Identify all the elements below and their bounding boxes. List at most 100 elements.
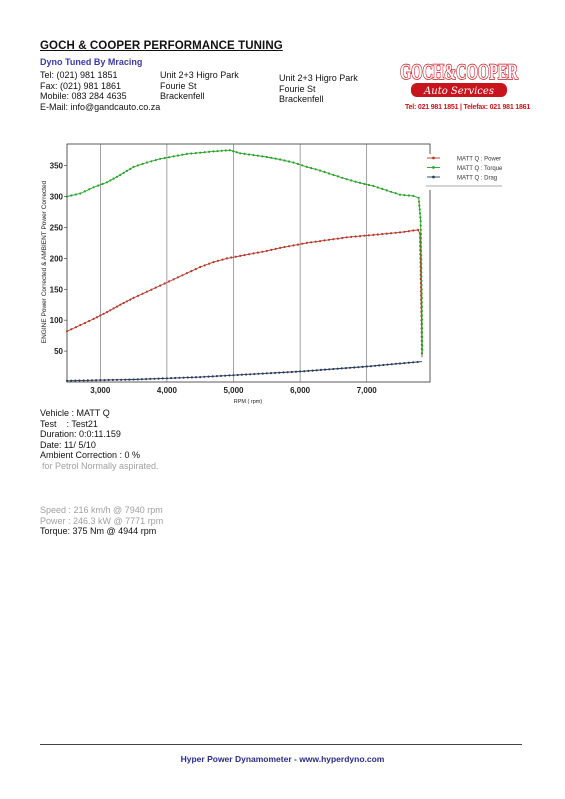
- series-point: [354, 180, 357, 183]
- series-point: [74, 379, 77, 382]
- series-point: [194, 376, 198, 379]
- series-point: [357, 366, 360, 369]
- series-point: [296, 162, 299, 166]
- run-info-block: Vehicle : MATT Q Test : Test21 Duration:…: [40, 408, 159, 471]
- series-point: [417, 200, 421, 203]
- torque-line: Torque: 375 Nm @ 4944 rpm: [40, 526, 157, 536]
- series-point: [159, 157, 162, 160]
- series-point: [244, 373, 248, 376]
- grid-lines: [100, 144, 368, 382]
- series-point: [421, 344, 424, 347]
- series-point: [419, 237, 422, 240]
- series-point: [381, 187, 384, 190]
- series-point: [319, 240, 322, 243]
- series-point: [199, 376, 202, 379]
- series-point: [310, 241, 313, 244]
- series-point: [407, 230, 410, 233]
- series-point: [203, 375, 206, 378]
- series-point: [220, 149, 223, 152]
- series-point: [382, 363, 385, 367]
- series-point: [319, 368, 322, 371]
- series-point: [65, 330, 69, 333]
- series-point: [286, 371, 289, 374]
- series-point: [350, 235, 353, 238]
- duration-line: Duration: 0:0:11.159: [40, 429, 121, 439]
- series-point: [236, 373, 239, 377]
- series-point: [418, 212, 422, 215]
- address-line: Brackenfell: [279, 94, 324, 104]
- address-line: Unit 2+3 Higro Park: [279, 73, 358, 83]
- series-point: [215, 375, 218, 378]
- series-point: [165, 377, 168, 380]
- series-point: [420, 249, 423, 253]
- series-point: [78, 379, 81, 382]
- series-point: [416, 360, 419, 364]
- series-point: [421, 331, 424, 334]
- series-point: [248, 153, 251, 156]
- series-point: [283, 159, 286, 162]
- series-point: [70, 194, 73, 197]
- series-point: [256, 154, 259, 157]
- series-point: [252, 154, 255, 157]
- y-tick-label: 350: [50, 162, 64, 171]
- legend: MATT Q : Power MATT Q : Torque MATT Q : Dr…: [424, 154, 504, 190]
- series-point: [141, 292, 144, 295]
- y-tick-label: 100: [50, 316, 64, 325]
- series-point: [154, 286, 157, 289]
- address-line: Fourie St: [160, 80, 197, 91]
- series-point: [150, 288, 153, 291]
- series-point: [303, 370, 306, 373]
- series-point: [376, 186, 379, 189]
- footer-divider: [40, 744, 522, 745]
- series-point: [119, 303, 122, 306]
- date-line: Date: 11/ 5/10: [40, 439, 96, 450]
- series-point: [324, 368, 327, 371]
- series-point: [419, 228, 422, 231]
- series-point: [398, 231, 402, 234]
- series-point: [168, 156, 171, 159]
- series-point: [181, 153, 184, 156]
- dyno-subtitle: Dyno Tuned By Mracing: [40, 57, 143, 67]
- series-point: [119, 173, 122, 176]
- series-point: [208, 262, 211, 265]
- series-point: [419, 216, 422, 219]
- series-point: [390, 232, 393, 235]
- series-point: [419, 220, 422, 223]
- series-point: [194, 152, 197, 155]
- series-point: [136, 164, 140, 167]
- series-point: [95, 316, 99, 319]
- series-point: [256, 251, 259, 254]
- series-point: [420, 318, 424, 321]
- logo-banner: [411, 83, 507, 97]
- series-point: [176, 276, 180, 279]
- series-point: [394, 362, 397, 365]
- series-point: [328, 368, 331, 371]
- series-point: [232, 374, 235, 377]
- series-point: [332, 367, 335, 371]
- series-point: [299, 370, 302, 373]
- series-point: [265, 372, 268, 375]
- series-point: [420, 314, 423, 317]
- series-point: [125, 169, 128, 172]
- series-point: [378, 364, 381, 367]
- series-point: [394, 192, 397, 195]
- series-point: [307, 369, 310, 372]
- series-point: [129, 298, 132, 301]
- series-point: [390, 363, 393, 366]
- series-point: [105, 311, 109, 314]
- y-axis-label: ENGINE Power Corrected & AMBIENT Power C…: [41, 180, 48, 343]
- series-point: [109, 309, 112, 312]
- series-group: [65, 149, 424, 382]
- legend-marker: [432, 156, 435, 160]
- series-point: [240, 373, 243, 376]
- series-point: [385, 232, 388, 235]
- series-point: [97, 184, 100, 187]
- series-point: [279, 158, 282, 161]
- address-line: Unit 2+3 Higro Park: [160, 70, 239, 80]
- series-point: [248, 253, 251, 256]
- series-point: [353, 366, 356, 369]
- series-point: [224, 149, 227, 152]
- series-point: [216, 150, 219, 153]
- series-point: [145, 378, 148, 381]
- series-point: [354, 235, 357, 238]
